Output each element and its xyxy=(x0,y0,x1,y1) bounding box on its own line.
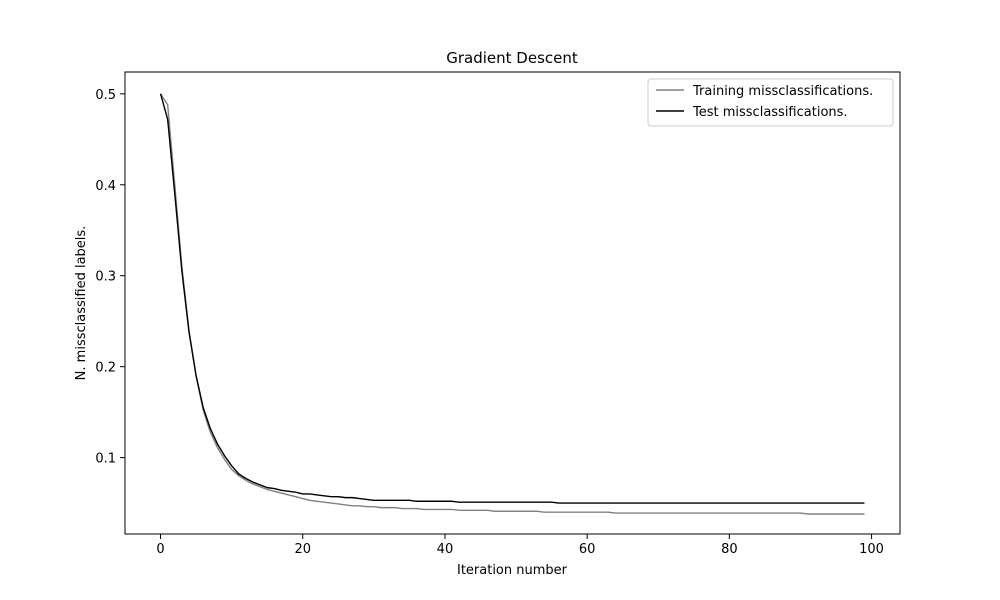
x-tick-label: 100 xyxy=(859,542,884,557)
x-axis-title: Iteration number xyxy=(457,563,568,578)
legend-label-training: Training missclassifications. xyxy=(692,84,873,99)
x-tick-label: 0 xyxy=(156,542,164,557)
y-axis: 0.1 0.2 0.3 0.4 0.5 xyxy=(95,88,125,467)
legend: Training missclassifications. Test missc… xyxy=(647,78,894,127)
y-tick-label: 0.4 xyxy=(95,179,116,194)
series-line-training xyxy=(159,93,865,515)
axes-frame xyxy=(124,71,901,535)
y-tick-label: 0.2 xyxy=(95,361,116,376)
chart-title: Gradient Descent xyxy=(446,49,578,67)
series-line-test xyxy=(159,93,865,504)
x-tick-label: 60 xyxy=(579,542,596,557)
y-tick-label: 0.5 xyxy=(95,88,116,103)
y-tick-label: 0.3 xyxy=(95,270,116,285)
x-axis: 0 20 40 60 80 100 xyxy=(156,534,884,557)
x-tick-label: 20 xyxy=(294,542,311,557)
x-tick-label: 40 xyxy=(437,542,454,557)
y-axis-title: N. missclassified labels. xyxy=(74,226,89,381)
legend-label-test: Test missclassifications. xyxy=(692,105,848,120)
legend-box xyxy=(647,78,894,127)
y-tick-label: 0.1 xyxy=(95,452,116,467)
x-tick-label: 80 xyxy=(721,542,738,557)
plot-layer xyxy=(159,93,865,515)
